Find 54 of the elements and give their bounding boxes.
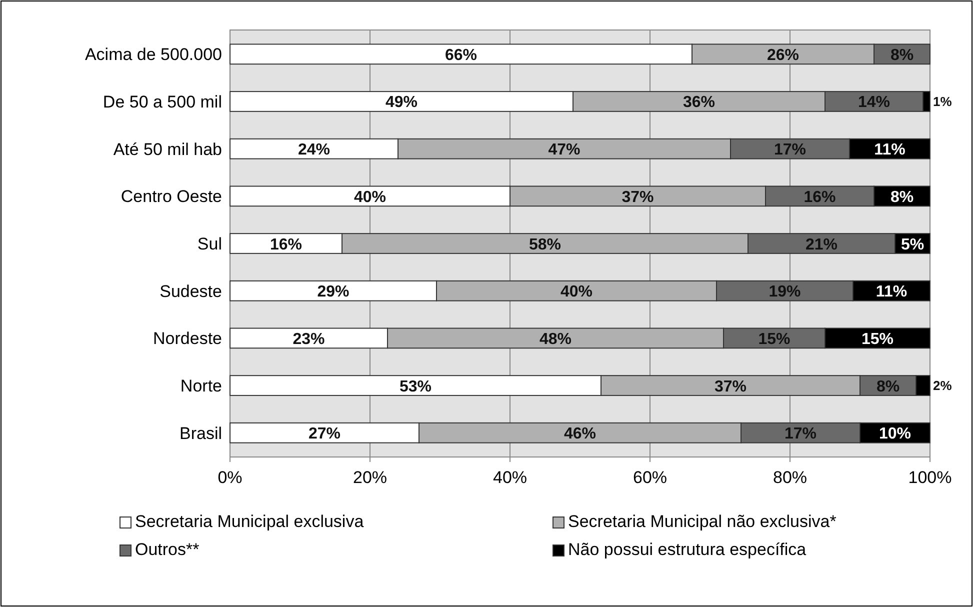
data-label: 58% [528,236,562,254]
x-tick-label: 0% [218,468,242,487]
y-tick-label: De 50 a 500 mil [102,92,222,112]
data-label: 27% [308,426,341,443]
x-tick-label: 20% [352,468,388,487]
x-tick-label: 100% [908,468,952,487]
x-tick-label: 80% [772,468,808,487]
data-label: 17% [774,142,806,159]
data-label: 66% [444,46,478,64]
data-label: 15% [861,330,894,348]
data-label: 24% [298,142,330,159]
y-tick-label: Norte [180,376,222,396]
data-label: 19% [768,284,801,301]
data-label: 53% [399,378,432,396]
data-label: 17% [784,426,817,443]
data-label: 47% [548,142,580,159]
data-label: 8% [876,378,900,396]
y-tick-label: Sudeste [160,282,222,301]
data-label: 16% [270,236,302,254]
data-label: 11% [874,142,906,159]
y-tick-label: Centro Oeste [120,187,222,206]
y-tick-label: Até 50 mil hab [113,140,222,159]
data-label: 48% [539,330,572,348]
data-label: 2% [933,378,952,394]
data-label: 5% [900,236,924,254]
data-label: 23% [292,330,325,348]
legend-label: Não possui estrutura específica [568,540,807,559]
data-label: 8% [890,188,914,206]
data-label: 46% [564,426,596,443]
data-label: 49% [385,94,418,112]
data-label: 11% [876,284,908,301]
data-label: 21% [805,236,838,254]
data-label: 37% [714,378,747,396]
y-tick-label: Acima de 500.000 [84,45,222,64]
data-label: 40% [560,284,593,301]
data-label: 16% [804,188,836,206]
y-tick-label: Sul [197,234,222,254]
data-label: 26% [766,46,800,64]
data-label: 29% [317,284,350,301]
x-tick-label: 40% [492,468,528,487]
legend-label: Secretaria Municipal não exclusiva* [568,512,837,531]
y-tick-label: Brasil [179,424,222,443]
legend-label: Outros** [135,540,200,559]
data-label: 1% [933,94,952,110]
data-label: 8% [890,46,914,64]
data-label: 15% [758,330,790,348]
data-label: 14% [858,94,890,112]
data-label: 40% [354,188,386,206]
data-label: 10% [878,426,912,443]
y-tick-label: Nordeste [153,329,222,348]
x-tick-label: 60% [632,468,668,487]
data-label: 37% [622,188,654,206]
data-label: 36% [682,94,716,112]
legend-label: Secretaria Municipal exclusiva [135,512,364,531]
